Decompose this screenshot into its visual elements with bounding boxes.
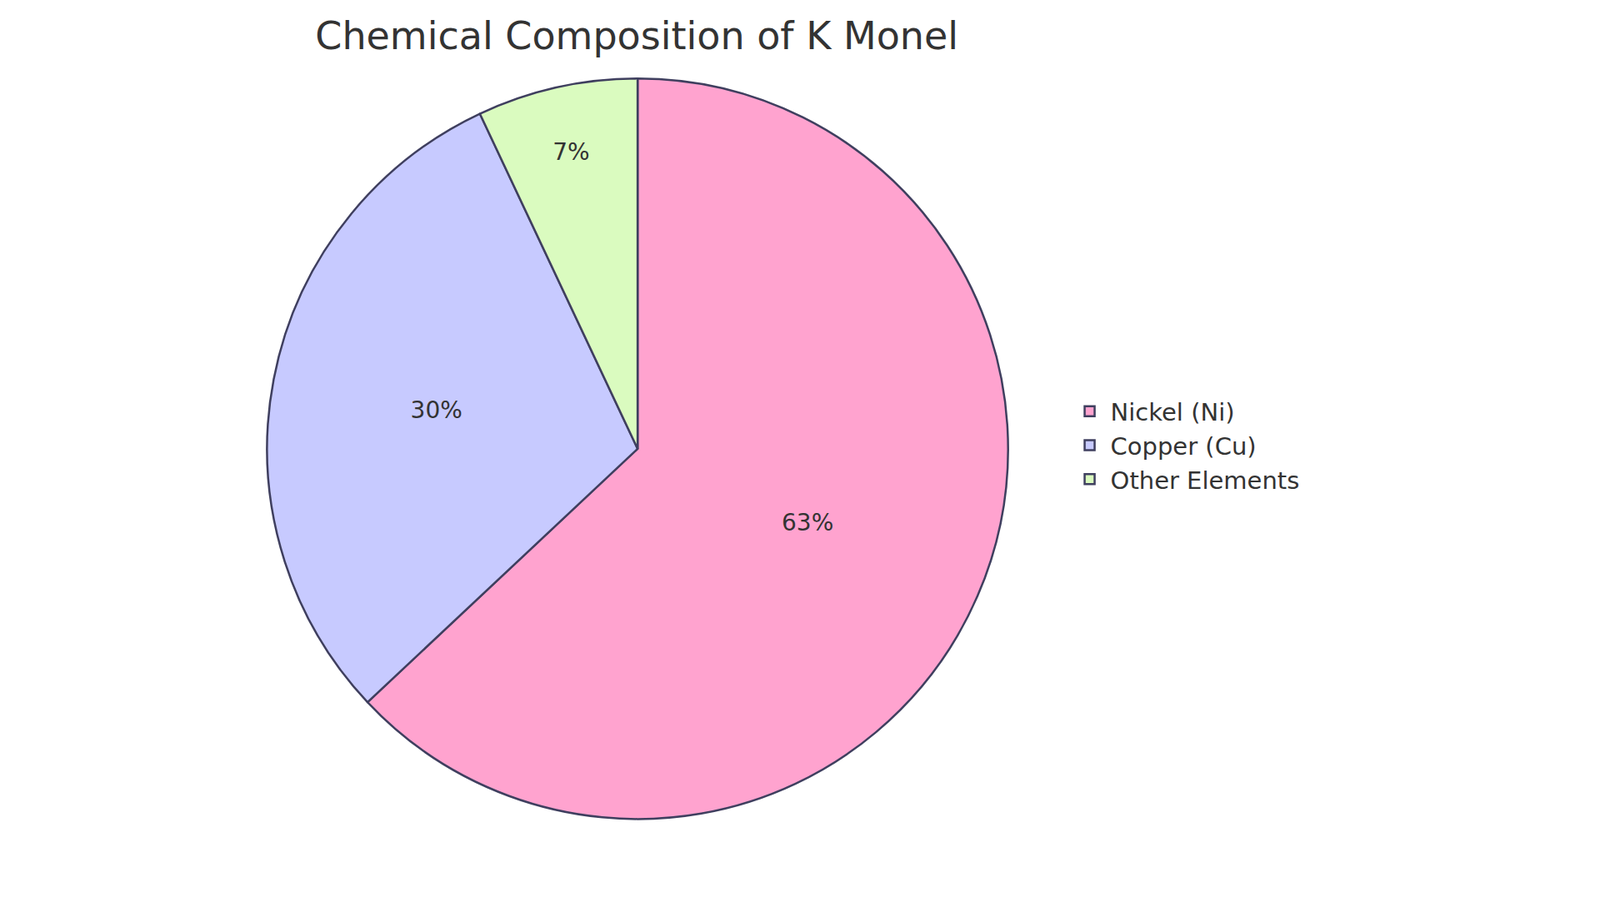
svg-text:Copper (Cu): Copper (Cu) [1110, 432, 1257, 461]
svg-text:30%: 30% [410, 396, 463, 425]
svg-text:7%: 7% [552, 138, 590, 166]
svg-text:Chemical Composition of K Mone: Chemical Composition of K Monel [315, 13, 959, 59]
svg-text:Nickel (Ni): Nickel (Ni) [1110, 398, 1235, 427]
svg-text:63%: 63% [781, 509, 834, 537]
svg-text:Other Elements: Other Elements [1110, 466, 1300, 495]
